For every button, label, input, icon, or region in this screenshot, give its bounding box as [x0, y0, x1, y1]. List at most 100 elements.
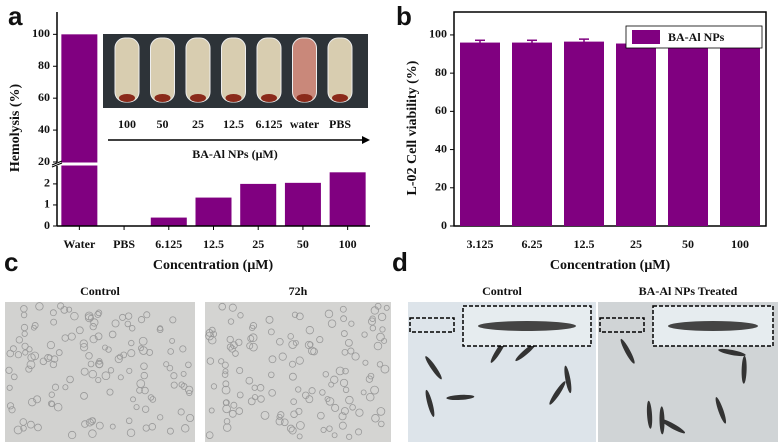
cell [339, 305, 347, 313]
y-tick-label: 100 [429, 27, 447, 41]
y-axis-title: Hemolysis (%) [8, 84, 23, 173]
cell [310, 347, 318, 356]
cell [286, 424, 295, 433]
cell [308, 387, 316, 395]
x-tick-label: 25 [630, 237, 642, 251]
photo [5, 302, 195, 442]
y-tick-label: 40 [38, 122, 50, 136]
bar [616, 43, 656, 226]
x-tick-label: 12.5 [574, 237, 595, 251]
cell [26, 360, 36, 369]
cell [81, 420, 89, 428]
cell [296, 421, 305, 430]
zebrafish [718, 348, 746, 357]
cell [378, 420, 385, 428]
cell [114, 354, 123, 364]
cell [34, 423, 42, 432]
cell [126, 428, 136, 438]
cell [163, 361, 170, 368]
cell [218, 302, 227, 311]
tube [256, 37, 282, 103]
cell [288, 340, 298, 349]
cell [221, 361, 229, 369]
cell [360, 389, 367, 396]
tube [185, 37, 211, 103]
cell [50, 318, 58, 326]
cell [107, 367, 115, 374]
cell [70, 311, 79, 321]
cell [370, 306, 379, 315]
cell [127, 349, 136, 358]
bar [284, 182, 321, 226]
cell [186, 389, 193, 397]
cell [27, 397, 37, 407]
cell [89, 417, 96, 424]
cell [344, 338, 353, 347]
tube [114, 37, 140, 103]
cell [30, 351, 40, 361]
cell [142, 424, 150, 432]
photo-title: Control [482, 284, 522, 298]
cell [365, 375, 374, 383]
cell [125, 417, 133, 425]
cell [6, 402, 15, 410]
cell [170, 372, 178, 380]
cell [137, 345, 144, 352]
error-bar [579, 38, 589, 45]
cell [370, 385, 379, 395]
cell [218, 358, 225, 365]
x-tick-label: Water [63, 237, 96, 251]
bar [240, 183, 277, 226]
tube-label: water [290, 117, 320, 131]
cell [248, 333, 258, 343]
zebrafish [425, 356, 442, 380]
zoom-box [599, 317, 645, 333]
zebrafish [446, 394, 475, 401]
y-tick-label: 1 [44, 197, 50, 211]
cell [228, 409, 237, 418]
cell [140, 371, 148, 380]
cell [249, 322, 258, 330]
cell [138, 336, 148, 346]
cell [55, 349, 63, 356]
cell [376, 407, 386, 416]
y-tick-label: 2 [44, 176, 50, 190]
y-tick-label: 80 [38, 58, 50, 72]
inset-arrowhead [362, 136, 370, 144]
panel-label: d [392, 247, 408, 277]
cell [295, 386, 302, 393]
cell [267, 328, 275, 336]
cell [371, 414, 380, 423]
cell [87, 360, 95, 368]
tube-label: 100 [118, 117, 136, 131]
cell [295, 356, 304, 365]
cell [133, 404, 140, 411]
cell [268, 389, 276, 397]
cell [226, 335, 234, 344]
cell [75, 326, 84, 335]
cell [362, 359, 369, 366]
zebrafish [646, 400, 653, 429]
cell [169, 316, 177, 324]
cell [21, 342, 29, 350]
x-axis-title: Concentration (μM) [153, 258, 274, 273]
pellet [190, 94, 206, 102]
zebrafish-zoom [478, 321, 576, 331]
cell [249, 342, 258, 352]
bar [668, 44, 708, 226]
x-tick-label: 25 [252, 237, 264, 251]
x-tick-label: 100 [731, 237, 749, 251]
x-tick-label: 6.25 [522, 237, 543, 251]
cell [230, 341, 238, 350]
cell [317, 411, 325, 420]
cell [33, 395, 42, 404]
cell [345, 395, 354, 405]
cell [30, 324, 37, 331]
cell [126, 367, 133, 374]
cell [251, 394, 259, 401]
cell [60, 306, 69, 314]
cell [166, 427, 174, 435]
cell [80, 392, 88, 400]
cell [305, 326, 314, 335]
cell [376, 361, 384, 368]
